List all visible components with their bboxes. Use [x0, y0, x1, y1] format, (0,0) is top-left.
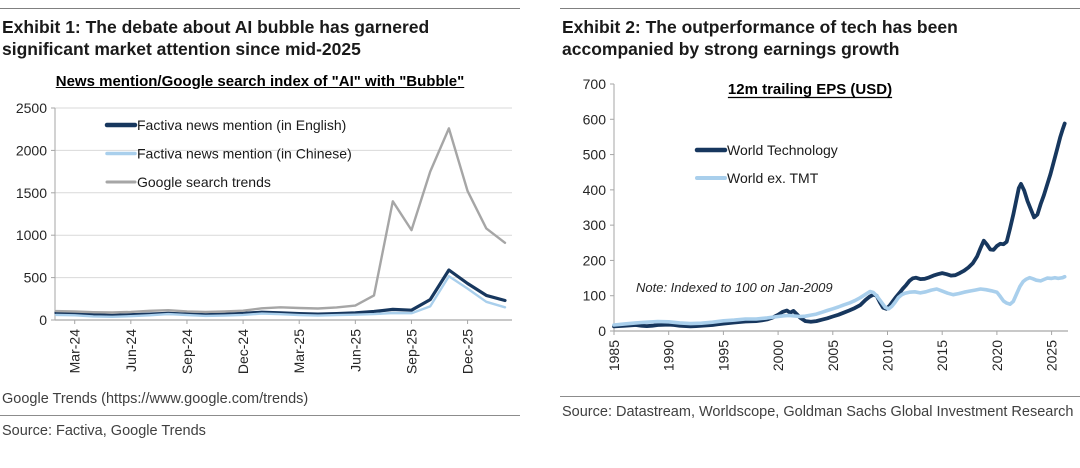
- svg-text:Mar-24: Mar-24: [67, 329, 83, 374]
- exhibit-2-footer-rule: [560, 396, 1080, 398]
- exhibit-2-chart-title: 12m trailing EPS (USD): [728, 81, 892, 98]
- svg-text:500: 500: [24, 270, 48, 286]
- chart-legend: World Technology World ex. TMT: [694, 142, 838, 186]
- svg-text:Jun-24: Jun-24: [123, 329, 139, 372]
- y-axis: 0 100 200 300 400 500 600 700: [583, 76, 615, 339]
- svg-text:400: 400: [583, 182, 607, 198]
- svg-text:Factiva news mention (in Chine: Factiva news mention (in Chinese): [137, 146, 352, 162]
- exhibit-1-line-chart: 0 500 1000 1500 2000 2500 Mar-24 Jun-24 Sep-24 De…: [16, 100, 512, 374]
- exhibit-2-line-chart: 12m trailing EPS (USD) 0 100 200 300 400 500 60…: [583, 76, 1068, 371]
- svg-text:300: 300: [583, 217, 607, 233]
- svg-text:World Technology: World Technology: [727, 142, 838, 158]
- svg-text:Factiva news mention (in Engli: Factiva news mention (in English): [137, 117, 346, 133]
- svg-text:Google search trends: Google search trends: [137, 174, 271, 190]
- svg-text:2500: 2500: [16, 100, 47, 116]
- svg-text:1995: 1995: [715, 340, 731, 371]
- svg-text:Jun-25: Jun-25: [347, 329, 363, 372]
- svg-text:2000: 2000: [16, 142, 47, 158]
- svg-text:Dec-24: Dec-24: [235, 329, 251, 374]
- exhibit-1-source: Source: Factiva, Google Trends: [2, 423, 206, 440]
- chart-note: Note: Indexed to 100 on Jan-2009: [636, 280, 833, 295]
- x-axis: Mar-24 Jun-24 Sep-24 Dec-24 Mar-25 Jun-25 Sep-…: [55, 319, 512, 374]
- svg-text:2020: 2020: [989, 340, 1005, 371]
- svg-text:1500: 1500: [16, 185, 47, 201]
- series-line-1: [612, 121, 1067, 329]
- exhibit-1-chart-title: News mention/Google search index of "AI"…: [55, 73, 465, 91]
- svg-text:Dec-25: Dec-25: [460, 329, 476, 374]
- exhibit-2: Exhibit 2: The outperformance of tech ha…: [560, 0, 1080, 420]
- chart-legend: Factiva news mention (in English) Factiva…: [104, 117, 352, 190]
- svg-text:500: 500: [583, 147, 607, 163]
- exhibit-1-top-rule: [0, 8, 520, 9]
- exhibit-1-footnote: Google Trends (https://www.google.com/tr…: [2, 391, 309, 408]
- series-line-2: [612, 274, 1067, 327]
- y-axis: 0 500 1000 1500 2000 2500: [16, 100, 512, 328]
- series-line-2: [54, 275, 507, 319]
- svg-text:1985: 1985: [606, 340, 622, 371]
- svg-text:600: 600: [583, 111, 607, 127]
- series-line-1: [54, 268, 507, 317]
- svg-text:World ex. TMT: World ex. TMT: [727, 170, 819, 186]
- svg-text:1000: 1000: [16, 227, 47, 243]
- svg-text:200: 200: [583, 253, 607, 269]
- svg-text:Sep-25: Sep-25: [403, 329, 419, 374]
- svg-text:2005: 2005: [825, 340, 841, 371]
- svg-text:100: 100: [583, 288, 607, 304]
- exhibit-2-title: Exhibit 2: The outperformance of tech ha…: [562, 17, 958, 60]
- svg-text:0: 0: [598, 323, 606, 339]
- exhibit-2-top-rule: [560, 8, 1080, 9]
- svg-text:2010: 2010: [879, 340, 895, 371]
- svg-text:2025: 2025: [1044, 340, 1060, 371]
- exhibit-1-footer-rule: [0, 415, 520, 417]
- svg-text:1990: 1990: [661, 340, 677, 371]
- svg-text:Mar-25: Mar-25: [291, 329, 307, 374]
- exhibit-2-source: Source: Datastream, Worldscope, Goldman …: [562, 404, 1074, 421]
- svg-text:2015: 2015: [934, 340, 950, 371]
- svg-text:2000: 2000: [770, 340, 786, 371]
- x-axis: 1985 1990 1995 2000 2005 2010 2015 2020 2025: [606, 330, 1068, 371]
- exhibit-1: Exhibit 1: The debate about AI bubble ha…: [0, 0, 520, 439]
- svg-text:Sep-24: Sep-24: [179, 329, 195, 374]
- svg-text:700: 700: [583, 76, 607, 92]
- exhibit-1-title: Exhibit 1: The debate about AI bubble ha…: [2, 17, 430, 60]
- svg-text:0: 0: [39, 312, 47, 328]
- series-line-3: [54, 127, 507, 314]
